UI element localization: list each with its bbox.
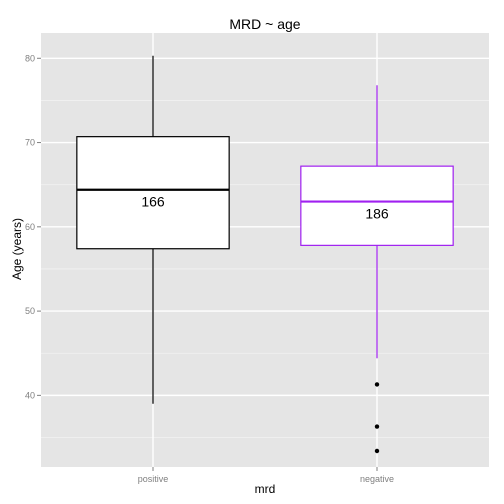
y-tick-label: 70: [25, 138, 35, 148]
x-axis-title: mrd: [255, 482, 276, 496]
count-label: 166: [141, 194, 165, 210]
box-positive: [76, 136, 230, 250]
outlier-point: [374, 448, 380, 454]
chart-title: MRD ~ age: [229, 16, 300, 32]
x-tick-label: positive: [138, 474, 169, 484]
box-negative: [300, 165, 454, 246]
x-tick-label: negative: [360, 474, 394, 484]
panel-background: [41, 33, 489, 467]
y-tick-label: 60: [25, 222, 35, 232]
count-label: 186: [365, 206, 389, 222]
y-axis-title: Age (years): [10, 218, 24, 280]
y-tick-label: 80: [25, 53, 35, 63]
plot-area: 40 50 60 70 80 positive negative 166 186: [25, 33, 489, 484]
y-tick-label: 40: [25, 390, 35, 400]
y-tick-label: 50: [25, 306, 35, 316]
outlier-point: [374, 424, 380, 429]
outlier-point: [374, 382, 380, 387]
